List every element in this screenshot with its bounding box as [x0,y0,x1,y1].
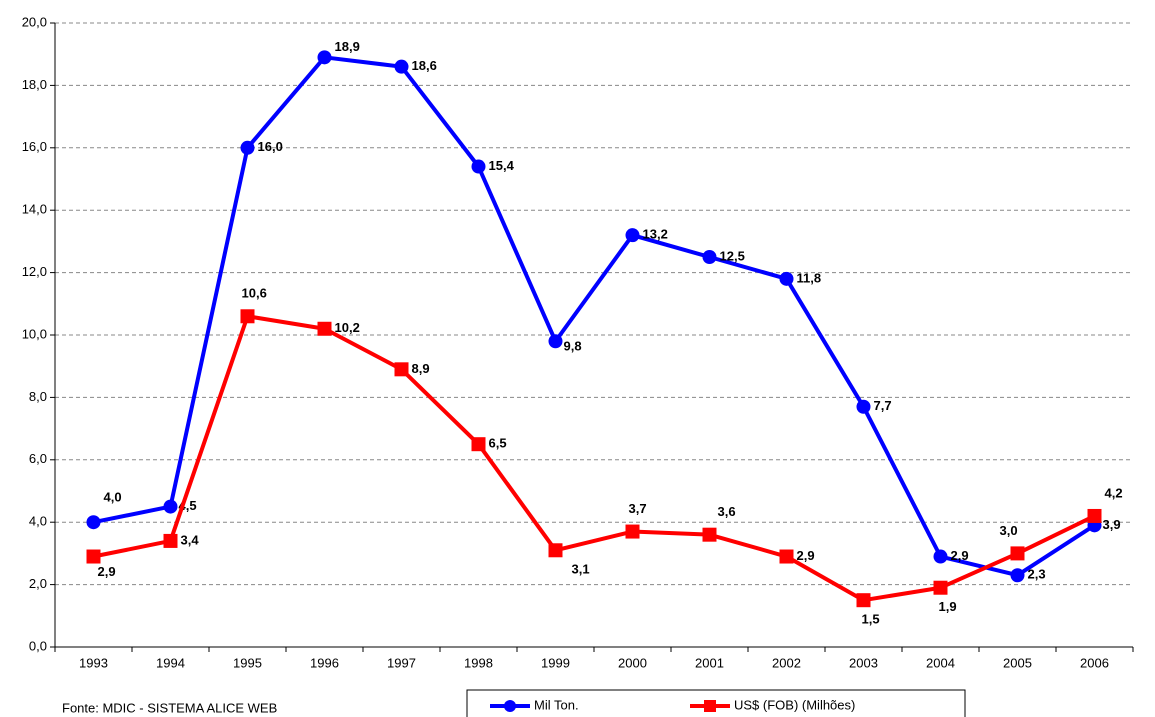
x-tick-label: 1998 [464,655,493,670]
data-label: 8,9 [412,361,430,376]
x-tick-label: 1997 [387,655,416,670]
marker [240,140,255,155]
marker [1087,508,1102,523]
data-label: 6,5 [489,436,507,451]
y-tick-label: 0,0 [29,638,47,653]
data-label: 10,2 [335,320,360,335]
marker [702,527,717,542]
legend-label: Mil Ton. [534,697,579,712]
marker [1010,568,1025,583]
legend-marker [504,700,516,712]
marker [1010,546,1025,561]
marker [933,549,948,564]
x-tick-label: 1993 [79,655,108,670]
data-label: 16,0 [258,139,283,154]
marker [856,399,871,414]
data-label: 11,8 [797,270,822,285]
y-tick-label: 14,0 [22,202,47,217]
x-tick-label: 1996 [310,655,339,670]
data-label: 2,9 [98,564,116,579]
x-tick-label: 2000 [618,655,647,670]
marker [163,499,178,514]
y-tick-label: 20,0 [22,14,47,29]
x-tick-label: 2001 [695,655,724,670]
y-tick-label: 4,0 [29,514,47,529]
marker [625,524,640,539]
x-tick-label: 2003 [849,655,878,670]
y-tick-label: 8,0 [29,389,47,404]
x-tick-label: 2006 [1080,655,1109,670]
data-label: 3,6 [718,504,736,519]
data-label: 1,5 [862,612,880,627]
marker [317,50,332,65]
marker [625,228,640,243]
data-label: 2,9 [797,548,815,563]
marker [163,533,178,548]
y-tick-label: 6,0 [29,451,47,466]
data-label: 4,2 [1105,485,1123,500]
x-tick-label: 1999 [541,655,570,670]
series-line [93,314,1096,603]
data-label: 1,9 [939,599,957,614]
source-note: Fonte: MDIC - SISTEMA ALICE WEB [62,700,277,715]
marker [779,549,794,564]
y-tick-label: 10,0 [22,326,47,341]
x-tick-label: 2002 [772,655,801,670]
x-tick-label: 1994 [156,655,185,670]
y-tick-label: 2,0 [29,576,47,591]
data-label: 10,6 [242,286,267,301]
y-tick-label: 12,0 [22,264,47,279]
data-label: 2,3 [1028,567,1046,582]
data-label: 7,7 [874,398,892,413]
data-label: 3,9 [1103,517,1121,532]
data-label: 12,5 [720,248,745,263]
data-label: 18,9 [335,39,360,54]
data-label: 9,8 [564,339,582,354]
marker [471,437,486,452]
marker [317,321,332,336]
data-label: 2,9 [951,548,969,563]
marker [86,515,101,530]
data-label: 3,4 [181,532,200,547]
legend-marker [704,700,716,712]
marker [548,543,563,558]
series-line [93,55,1096,578]
x-tick-label: 2004 [926,655,955,670]
data-label: 3,1 [572,562,590,577]
data-label: 4,0 [104,490,122,505]
y-tick-label: 16,0 [22,139,47,154]
marker [933,580,948,595]
x-tick-label: 1995 [233,655,262,670]
data-label: 18,6 [412,58,437,73]
data-label: 3,0 [1000,523,1018,538]
marker [394,362,409,377]
marker [548,334,563,349]
marker [779,271,794,286]
marker [240,309,255,324]
marker [702,250,717,264]
data-label: 3,7 [629,501,647,516]
data-label: 15,4 [489,158,515,173]
y-tick-label: 18,0 [22,77,47,92]
marker [856,593,871,608]
legend-label: US$ (FOB) (Milhões) [734,697,855,712]
marker [471,159,486,174]
marker [86,549,101,564]
data-label: 13,2 [643,227,668,242]
x-tick-label: 2005 [1003,655,1032,670]
marker [394,59,409,74]
